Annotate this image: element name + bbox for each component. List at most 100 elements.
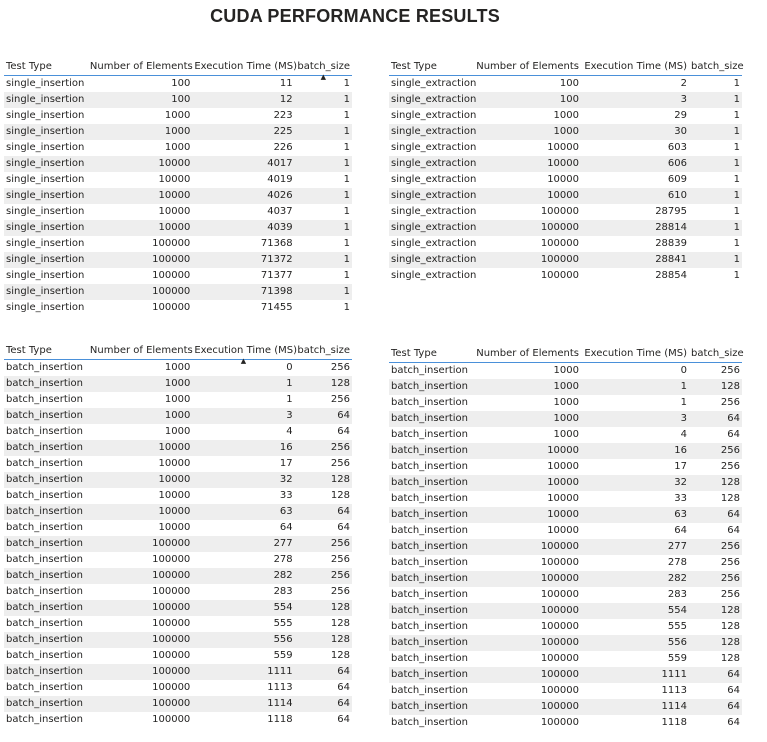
table-row[interactable]: batch_insertion 1000 4 64 [4,424,352,440]
cell-batch-size: 128 [330,490,350,501]
table-row[interactable]: batch_insertion 100000 1118 64 [389,715,742,731]
table-row[interactable]: single_extraction 100 3 1 [389,92,742,108]
table-row[interactable]: batch_insertion 100000 1114 64 [4,696,352,712]
table-row[interactable]: single_insertion 10000 4026 1 [4,188,352,204]
table-row[interactable]: batch_insertion 1000 3 64 [389,411,742,427]
table-row[interactable]: single_extraction 100000 28795 1 [389,204,742,220]
sort-ascending-icon[interactable]: ▲ [320,73,327,81]
column-header-number-of-elements[interactable]: Number of Elements [473,337,581,363]
table-row[interactable]: batch_insertion 100000 556 128 [389,635,742,651]
table-row[interactable]: single_extraction 10000 606 1 [389,156,742,172]
column-header-number-of-elements[interactable]: Number of Elements [87,50,193,76]
table-row[interactable]: batch_insertion 100000 1113 64 [389,683,742,699]
table-row[interactable]: batch_insertion 10000 17 256 [4,456,352,472]
table-row[interactable]: batch_insertion 10000 32 128 [389,475,742,491]
table-row[interactable]: batch_insertion 100000 556 128 [4,632,352,648]
table-row[interactable]: single_insertion 1000 225 1 [4,124,352,140]
table-row[interactable]: single_insertion 10000 4039 1 [4,220,352,236]
column-header-test-type[interactable]: Test Type [4,50,88,76]
table-row[interactable]: batch_insertion 100000 1111 64 [4,664,352,680]
table-row[interactable]: batch_insertion 100000 277 256 [389,539,742,555]
column-header-test-type[interactable]: Test Type [389,50,473,76]
cell-number-of-elements: 10000 [473,443,581,459]
column-header-number-of-elements[interactable]: Number of Elements [473,50,581,76]
cell-batch-size: 1 [733,206,740,217]
column-header-test-type[interactable]: Test Type [4,334,88,360]
table-row[interactable]: single_insertion 1000 223 1 [4,108,352,124]
column-header-execution-time[interactable]: Execution Time (MS) ▲ [192,334,297,365]
cell-test-type: batch_insertion [6,426,83,437]
column-header-batch-size[interactable]: batch_size [689,337,744,363]
table-row[interactable]: batch_insertion 10000 17 256 [389,459,742,475]
table-row[interactable]: batch_insertion 1000 1 128 [389,379,742,395]
table-row[interactable]: batch_insertion 100000 282 256 [389,571,742,587]
report-title: CUDA PERFORMANCE RESULTS [210,6,500,26]
table-row[interactable]: batch_insertion 100000 559 128 [4,648,352,664]
table-row[interactable]: batch_insertion 10000 63 64 [389,507,742,523]
table-row[interactable]: single_extraction 10000 603 1 [389,140,742,156]
table-row[interactable]: single_extraction 100000 28814 1 [389,220,742,236]
table-row[interactable]: batch_insertion 10000 16 256 [389,443,742,459]
table-row[interactable]: single_insertion 100 12 1 [4,92,352,108]
column-header-execution-time[interactable]: Execution Time (MS) [192,50,297,76]
table-row[interactable]: single_extraction 1000 30 1 [389,124,742,140]
table-row[interactable]: batch_insertion 10000 16 256 [4,440,352,456]
table-row[interactable]: single_insertion 100 11 1 [4,76,352,93]
table-row[interactable]: single_insertion 1000 226 1 [4,140,352,156]
table-row[interactable]: batch_insertion 10000 33 128 [4,488,352,504]
column-header-batch-size[interactable]: batch_size [689,50,744,76]
table-row[interactable]: single_extraction 100000 28839 1 [389,236,742,252]
table-row[interactable]: batch_insertion 1000 1 256 [389,395,742,411]
table-row[interactable]: single_insertion 10000 4037 1 [4,204,352,220]
table-row[interactable]: batch_insertion 1000 3 64 [4,408,352,424]
table-row[interactable]: batch_insertion 100000 559 128 [389,651,742,667]
table-row[interactable]: batch_insertion 1000 1 256 [4,392,352,408]
cell-batch-size: 1 [733,238,740,249]
table-row[interactable]: batch_insertion 100000 554 128 [4,600,352,616]
table-row[interactable]: single_extraction 1000 29 1 [389,108,742,124]
table-row[interactable]: single_extraction 100000 28841 1 [389,252,742,268]
sort-ascending-icon[interactable]: ▲ [240,357,247,365]
table-row[interactable]: batch_insertion 10000 64 64 [389,523,742,539]
table-row[interactable]: batch_insertion 100000 278 256 [389,555,742,571]
table-row[interactable]: batch_insertion 100000 283 256 [389,587,742,603]
table-row[interactable]: batch_insertion 100000 278 256 [4,552,352,568]
table-row[interactable]: single_extraction 100000 28854 1 [389,268,742,284]
table-row[interactable]: single_extraction 100 2 1 [389,76,742,93]
table-row[interactable]: single_extraction 10000 609 1 [389,172,742,188]
table-row[interactable]: single_insertion 100000 71377 1 [4,268,352,284]
cell-batch-size: 1 [689,92,742,108]
table-row[interactable]: single_insertion 100000 71368 1 [4,236,352,252]
table-row[interactable]: batch_insertion 100000 282 256 [4,568,352,584]
table-row[interactable]: single_extraction 10000 610 1 [389,188,742,204]
column-header-execution-time[interactable]: Execution Time (MS) [581,337,689,363]
column-header-batch-size[interactable]: batch_size ▲ [294,50,352,81]
column-header-execution-time[interactable]: Execution Time (MS) [581,50,689,76]
table-row[interactable]: single_insertion 10000 4017 1 [4,156,352,172]
table-row[interactable]: batch_insertion 1000 0 256 [389,363,742,380]
table-row[interactable]: batch_insertion 100000 1118 64 [4,712,352,728]
table-row[interactable]: batch_insertion 10000 63 64 [4,504,352,520]
table-row[interactable]: single_insertion 100000 71398 1 [4,284,352,300]
table-row[interactable]: batch_insertion 100000 555 128 [389,619,742,635]
table-row[interactable]: batch_insertion 100000 1113 64 [4,680,352,696]
table-row[interactable]: batch_insertion 100000 1111 64 [389,667,742,683]
column-header-number-of-elements[interactable]: Number of Elements [87,334,193,360]
table-row[interactable]: batch_insertion 10000 64 64 [4,520,352,536]
table-row[interactable]: batch_insertion 100000 1114 64 [389,699,742,715]
table-row[interactable]: batch_insertion 100000 277 256 [4,536,352,552]
table-row[interactable]: batch_insertion 1000 4 64 [389,427,742,443]
table-row[interactable]: single_insertion 100000 71372 1 [4,252,352,268]
table-row[interactable]: batch_insertion 10000 32 128 [4,472,352,488]
column-header-test-type[interactable]: Test Type [389,337,473,363]
cell-execution-time: 555 [273,618,293,629]
column-header-batch-size[interactable]: batch_size [294,334,352,360]
table-row[interactable]: batch_insertion 1000 1 128 [4,376,352,392]
table-row[interactable]: batch_insertion 100000 555 128 [4,616,352,632]
table-row[interactable]: batch_insertion 100000 283 256 [4,584,352,600]
table-row[interactable]: single_insertion 100000 71455 1 [4,300,352,316]
table-row[interactable]: batch_insertion 10000 33 128 [389,491,742,507]
table-row[interactable]: batch_insertion 1000 0 256 [4,360,352,377]
table-row[interactable]: batch_insertion 100000 554 128 [389,603,742,619]
table-row[interactable]: single_insertion 10000 4019 1 [4,172,352,188]
